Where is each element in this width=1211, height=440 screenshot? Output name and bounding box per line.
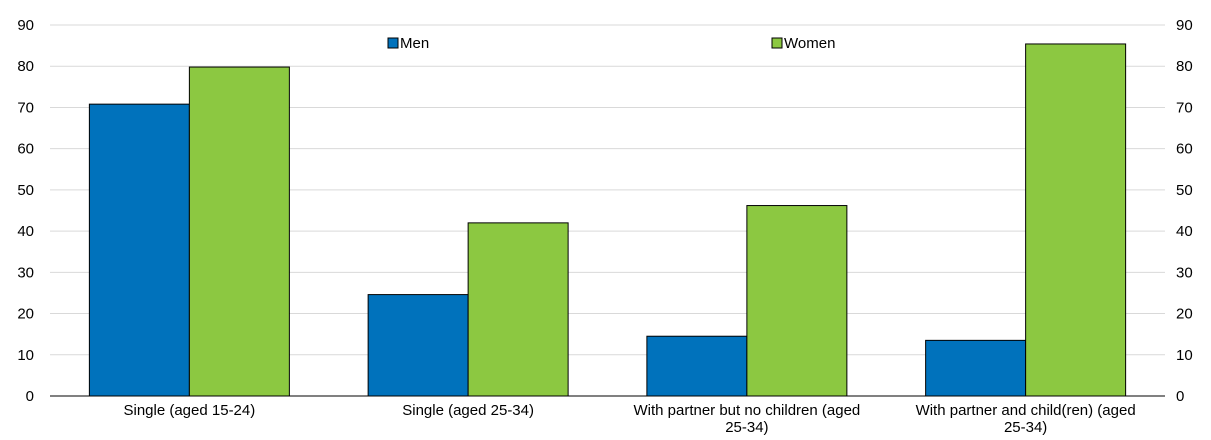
y-tick-label-right: 60: [1176, 141, 1193, 158]
y-tick-label-left: 80: [17, 58, 34, 75]
y-tick-label-left: 40: [17, 223, 34, 240]
y-tick-label-right: 80: [1176, 58, 1193, 75]
bar-men-1: [88, 103, 190, 397]
bar-women-2: [467, 222, 569, 397]
x-category-label: With partner and child(ren) (aged 25-34): [916, 402, 1136, 436]
bar-men-3: [646, 335, 748, 397]
y-tick-label-right: 40: [1176, 223, 1193, 240]
bar-men-4: [925, 339, 1027, 397]
y-tick-label-right: 50: [1176, 182, 1193, 199]
legend-swatch-men: [387, 37, 399, 49]
left-y-axis-ticks: 0 10 20 30 40 50 60 70 80 90: [17, 17, 34, 405]
y-tick-label-left: 20: [17, 306, 34, 323]
x-category-label: Single (aged 25-34): [402, 402, 534, 419]
y-tick-label-left: 70: [17, 99, 34, 116]
y-tick-label-right: 10: [1176, 347, 1193, 364]
y-tick-label-left: 30: [17, 264, 34, 281]
y-tick-label-left: 90: [17, 17, 34, 34]
legend-label-men: Men: [400, 35, 429, 52]
bar-men-2: [367, 294, 469, 397]
y-tick-label-left: 60: [17, 141, 34, 158]
y-tick-label-right: 0: [1176, 388, 1184, 405]
y-tick-label-right: 90: [1176, 17, 1193, 34]
legend-label-women: Women: [784, 35, 835, 52]
y-tick-label-right: 30: [1176, 264, 1193, 281]
legend-swatch-women: [771, 37, 783, 49]
x-category-label: Single (aged 15-24): [123, 402, 255, 419]
bar-women-3: [746, 205, 848, 397]
y-tick-label-left: 0: [26, 388, 34, 405]
y-tick-label-right: 70: [1176, 99, 1193, 116]
y-tick-label-left: 50: [17, 182, 34, 199]
right-y-axis-ticks: 0 10 20 30 40 50 60 70 80 90: [1176, 17, 1193, 405]
y-tick-label-left: 10: [17, 347, 34, 364]
bar-women-4: [1025, 43, 1127, 397]
x-axis-category-labels: Single (aged 15-24) Single (aged 25-34) Wi…: [123, 402, 1135, 436]
x-category-label: With partner but no children (aged 25-34): [633, 402, 860, 436]
legend: Men Women: [387, 35, 835, 52]
bars: [88, 43, 1127, 397]
bar-women-1: [188, 66, 290, 397]
y-tick-label-right: 20: [1176, 306, 1193, 323]
